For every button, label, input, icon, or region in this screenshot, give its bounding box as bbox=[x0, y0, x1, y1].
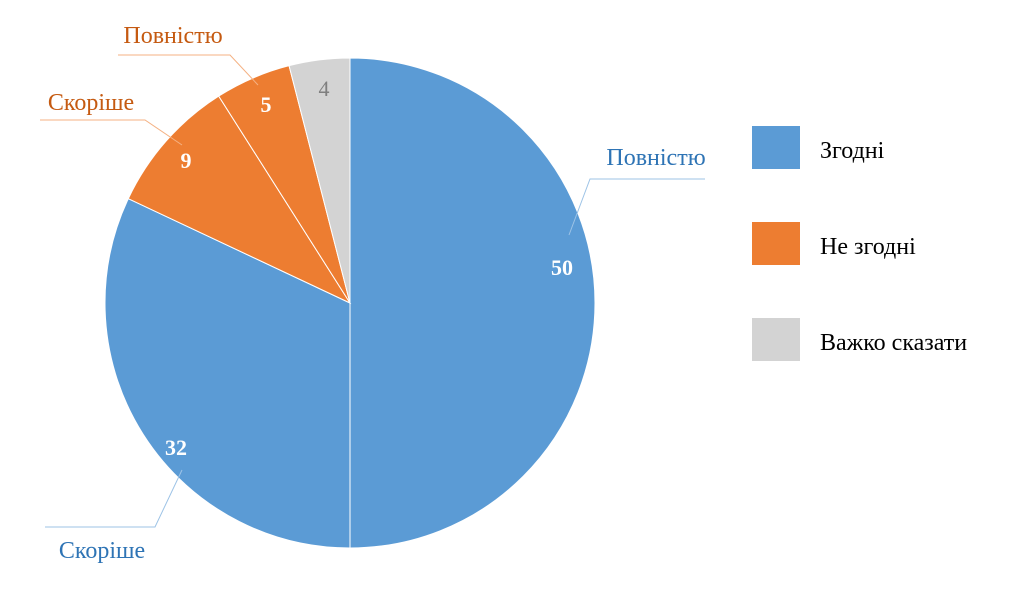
slice-value-label-1: 50 bbox=[551, 255, 573, 280]
slice-category-label-3: Скоріше bbox=[48, 90, 134, 116]
leader-line-4 bbox=[118, 54, 259, 86]
slice-value-label-2: 32 bbox=[165, 435, 187, 460]
slice-category-label-2: Скоріше bbox=[59, 538, 145, 564]
slice-value-label-5: 4 bbox=[319, 76, 330, 101]
legend-label-2: Не згодні bbox=[820, 234, 916, 260]
legend-swatch-2 bbox=[752, 222, 800, 265]
pie-slice-3 bbox=[127, 95, 352, 305]
legend-label-3: Важко сказати bbox=[820, 330, 967, 356]
legend-label-1: Згодні bbox=[820, 138, 885, 164]
pie-slice-5 bbox=[288, 57, 351, 304]
pie-slice-2 bbox=[104, 198, 351, 549]
leader-lines bbox=[40, 54, 705, 528]
leader-line-2 bbox=[45, 469, 183, 528]
slice-category-label-1: Повністю bbox=[606, 145, 705, 171]
slice-category-label-4: Повністю bbox=[123, 23, 222, 49]
legend: Згодні Не згодні Важко сказати bbox=[752, 126, 967, 361]
pie-slices bbox=[104, 57, 596, 549]
pie-slice-1 bbox=[349, 57, 596, 549]
leader-line-1 bbox=[568, 178, 705, 236]
slice-value-label-3: 9 bbox=[181, 148, 192, 173]
legend-swatch-3 bbox=[752, 318, 800, 361]
slice-value-label-4: 5 bbox=[261, 92, 272, 117]
leader-line-3 bbox=[40, 119, 183, 146]
legend-swatch-1 bbox=[752, 126, 800, 169]
